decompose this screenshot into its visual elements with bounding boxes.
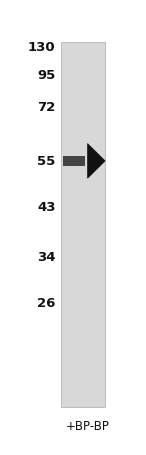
Text: 26: 26 — [37, 296, 55, 309]
Text: 95: 95 — [37, 69, 55, 81]
Text: 43: 43 — [37, 201, 55, 213]
Bar — [61, 43, 105, 407]
Text: 34: 34 — [37, 251, 55, 263]
Text: 130: 130 — [28, 41, 55, 54]
Bar — [63, 157, 85, 167]
Polygon shape — [88, 144, 105, 179]
Text: 55: 55 — [37, 155, 55, 168]
Text: 72: 72 — [37, 101, 55, 113]
Text: +BP-BP: +BP-BP — [66, 419, 110, 432]
